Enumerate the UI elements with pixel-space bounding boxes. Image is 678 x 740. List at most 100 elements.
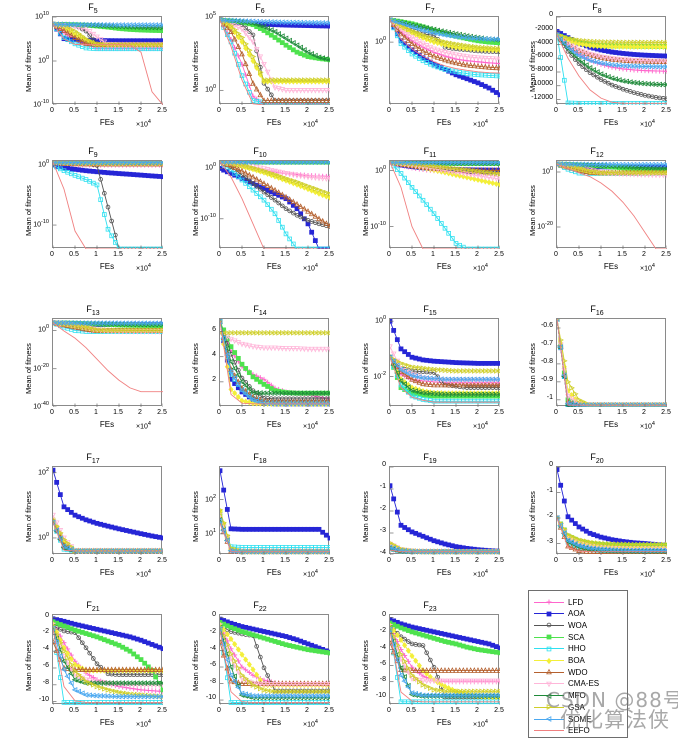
x-tick: 1.5 — [450, 707, 460, 714]
legend-item-woa[interactable]: WOA — [529, 620, 587, 630]
x-tick: 2.5 — [324, 251, 334, 258]
panel-f18: F18 102 101 0 0.5 1 1.5 2 2.5 FEs ×104 Mean of fitn… — [185, 452, 335, 586]
series-eefo — [53, 629, 163, 703]
plot-area-f17 — [52, 466, 163, 555]
x-axis-label: FEs — [436, 718, 452, 727]
panel-f6: F6 105 100 0 0.5 1 1.5 2 2.5 FEs ×104 Mean of fitne… — [185, 2, 335, 136]
legend-item-cma-es[interactable]: CMA-ES — [529, 679, 599, 689]
y-tick: -0.8 — [540, 357, 553, 365]
x-tick: 0.5 — [406, 409, 416, 416]
x-tick: 2 — [138, 557, 142, 564]
panel-f21: F21 0 -2 -4 -6 -8 -10 0 0.5 1 1.5 2 2.5 FEs ×104 Mean o… — [18, 600, 168, 736]
x-tick: 1.5 — [113, 707, 123, 714]
legend-item-boa[interactable]: BOA — [529, 656, 585, 666]
x-tick: 2.5 — [157, 107, 167, 114]
y-tick: 6 — [212, 325, 216, 333]
series-sca — [53, 619, 163, 693]
y-axis-label: Mean of fitness — [361, 185, 370, 236]
panel-title-f11: F11 — [423, 146, 437, 159]
x-tick: 1 — [94, 707, 98, 714]
legend-label: WDO — [568, 667, 588, 677]
y-tick: -10000 — [531, 79, 553, 87]
x-axis-exponent: ×104 — [640, 569, 655, 579]
panel-title-f8: F8 — [592, 2, 602, 15]
legend-item-sca[interactable]: SCA — [529, 632, 584, 642]
x-tick: 0.5 — [573, 251, 583, 258]
plot-area-f11 — [389, 160, 500, 249]
x-tick: 2 — [642, 409, 646, 416]
x-tick: 2 — [475, 409, 479, 416]
series-cma-es — [220, 329, 330, 353]
legend-label: SOME — [568, 714, 592, 724]
panel-title-f22: F22 — [253, 600, 267, 613]
y-tick: -8 — [209, 677, 216, 685]
plot-area-f9 — [52, 160, 163, 249]
panel-f13: F13 100 10-20 10-40 0 0.5 1 1.5 2 2.5 FEs ×104 Mean … — [18, 304, 168, 438]
plot-area-f10 — [219, 160, 330, 249]
series-wdo — [220, 17, 330, 103]
series-eefo — [557, 34, 667, 104]
legend-item-aoa[interactable]: AOA — [529, 609, 585, 619]
x-tick: 1.5 — [280, 707, 290, 714]
x-tick: 2 — [305, 557, 309, 564]
x-tick: 0 — [554, 409, 558, 416]
series-some — [53, 319, 163, 327]
legend-swatch — [534, 726, 564, 736]
panel-title-f9: F9 — [88, 146, 98, 159]
y-tick: -10 — [375, 691, 386, 699]
y-tick: 100 — [38, 531, 49, 542]
x-tick: 0 — [387, 107, 391, 114]
x-tick: 1.5 — [280, 107, 290, 114]
legend-item-gsa[interactable]: GSA — [529, 702, 585, 712]
x-axis-label: FEs — [436, 568, 452, 577]
x-tick: 0.5 — [69, 251, 79, 258]
series-some — [53, 625, 163, 700]
y-tick: 100 — [542, 166, 553, 176]
legend-item-hho[interactable]: HHO — [529, 644, 586, 654]
series-wdo — [220, 161, 330, 229]
panel-title-f19: F19 — [423, 452, 437, 465]
legend-item-wdo[interactable]: WDO — [529, 667, 588, 677]
legend-item-mfo[interactable]: MFO — [529, 691, 586, 701]
y-axis-label: Mean of fitness — [528, 41, 537, 92]
legend-label: EEFO — [568, 726, 590, 736]
y-tick: 0 — [45, 611, 49, 619]
x-axis-label: FEs — [266, 568, 282, 577]
x-tick: 2 — [305, 251, 309, 258]
y-tick: -2 — [379, 505, 386, 512]
x-axis-label: FEs — [266, 718, 282, 727]
legend-item-eefo[interactable]: EEFO — [529, 726, 590, 736]
y-tick: -8 — [379, 675, 386, 683]
x-tick: 2.5 — [494, 107, 504, 114]
series-woa — [220, 161, 330, 229]
y-tick: -6 — [42, 661, 49, 669]
series-sca — [220, 620, 330, 656]
legend-item-some[interactable]: SOME — [529, 714, 592, 724]
y-tick: -6 — [209, 661, 216, 669]
series-sca — [390, 620, 500, 656]
y-axis-label: Mean of fitness — [361, 491, 370, 542]
legend-label: MFO — [568, 691, 586, 701]
panel-f7: F7 100 0 0.5 1 1.5 2 2.5 FEs ×104 Mean of fitness — [355, 2, 505, 136]
series-eefo — [53, 24, 163, 105]
x-tick: 0 — [554, 251, 558, 258]
x-tick: 0.5 — [236, 409, 246, 416]
panel-f17: F17 102 100 0 0.5 1 1.5 2 2.5 FEs ×104 Mean of fitn… — [18, 452, 168, 586]
series-wdo — [390, 353, 500, 388]
legend-item-lfd[interactable]: LFD — [529, 597, 583, 607]
x-tick: 0 — [217, 409, 221, 416]
panel-f14: F14 2 4 6 0 0.5 1 1.5 2 2.5 FEs ×104 Mean of fitness — [185, 304, 335, 438]
x-axis-exponent: ×104 — [303, 263, 318, 273]
x-tick: 2.5 — [157, 409, 167, 416]
legend-swatch — [534, 609, 564, 619]
panel-f5: F5 1010 100 10-10 0 0.5 1 1.5 2 2.5 FEs ×104 Mean of… — [18, 2, 168, 136]
y-tick: -3 — [546, 537, 553, 545]
y-axis-label: Mean of fitness — [24, 185, 33, 236]
series-some — [390, 626, 500, 699]
panel-f10: F10 100 10-10 0 0.5 1 1.5 2 2.5 FEs ×104 Mean of fi… — [185, 146, 335, 280]
y-axis-label: Mean of fitness — [361, 640, 370, 691]
y-tick: 10-10 — [33, 99, 49, 109]
series-eefo — [53, 162, 163, 249]
panel-title-f16: F16 — [590, 304, 604, 317]
